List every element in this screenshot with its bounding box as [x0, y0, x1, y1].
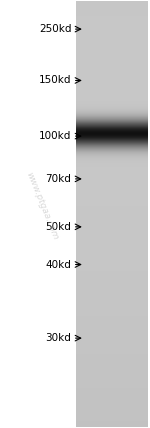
Text: www.ptgaa.com: www.ptgaa.com [24, 170, 60, 241]
Text: 50kd: 50kd [45, 222, 71, 232]
Text: 40kd: 40kd [45, 259, 71, 270]
Text: 250kd: 250kd [39, 24, 71, 34]
Text: 30kd: 30kd [45, 333, 71, 343]
Text: 100kd: 100kd [39, 131, 71, 141]
Text: 70kd: 70kd [45, 174, 71, 184]
Text: 150kd: 150kd [39, 75, 71, 86]
